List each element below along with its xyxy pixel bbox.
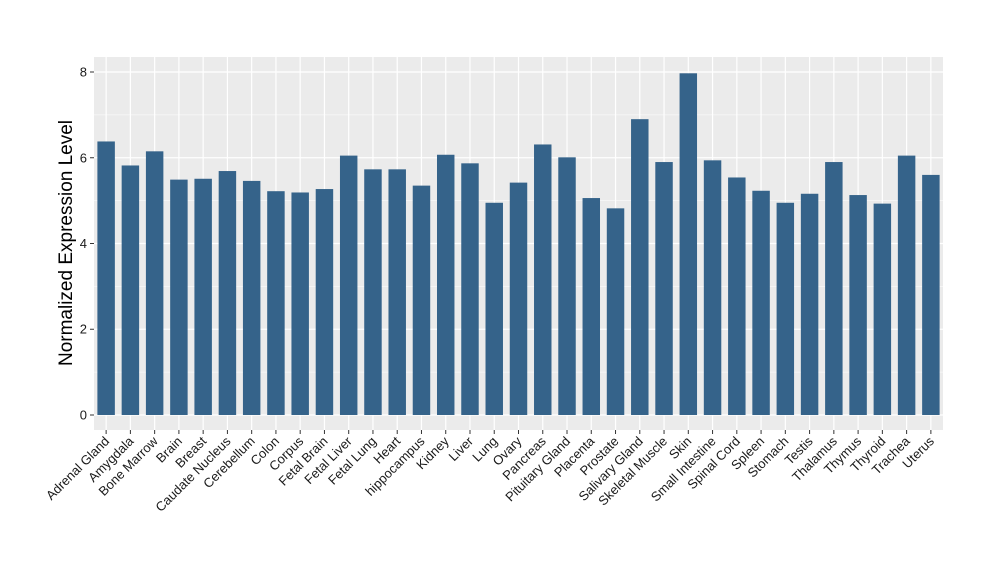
bar: [461, 163, 479, 415]
bar: [364, 169, 382, 415]
bar: [145, 151, 164, 415]
y-tick-label: 8: [80, 65, 87, 80]
bar: [412, 185, 431, 415]
bar: [728, 177, 746, 415]
bar: [97, 141, 115, 415]
bar: [218, 171, 237, 415]
y-tick-label: 4: [80, 236, 87, 251]
bar: [558, 157, 576, 415]
y-tick-label: 0: [80, 407, 87, 422]
bar: [606, 208, 625, 415]
bar: [339, 155, 358, 415]
bar: [388, 169, 406, 415]
bar: [703, 160, 722, 415]
bar: [776, 202, 795, 415]
bar: [485, 202, 503, 415]
bar: [897, 155, 916, 415]
bar: [873, 203, 892, 415]
bar: [752, 190, 770, 415]
y-axis-title: Normalized Expression Level: [56, 120, 77, 366]
bar: [121, 165, 140, 415]
y-tick-label: 6: [80, 150, 87, 165]
bar: [582, 198, 601, 415]
bar: [849, 195, 867, 415]
x-tick-label: Liver: [446, 433, 477, 464]
bar: [436, 154, 455, 415]
bar: [315, 189, 334, 415]
bar: [170, 179, 188, 415]
bar: [631, 119, 649, 415]
bars: [97, 73, 940, 415]
y-tick-label: 2: [80, 322, 87, 337]
bar: [194, 178, 212, 415]
bar: [534, 144, 552, 415]
bar: [655, 162, 673, 415]
bar: [922, 174, 940, 415]
bar: [267, 191, 285, 415]
bar: [679, 73, 698, 415]
bar: [800, 193, 819, 415]
bar: [509, 182, 528, 415]
bar: [242, 180, 261, 415]
bar: [291, 192, 309, 415]
bar: [825, 162, 843, 415]
